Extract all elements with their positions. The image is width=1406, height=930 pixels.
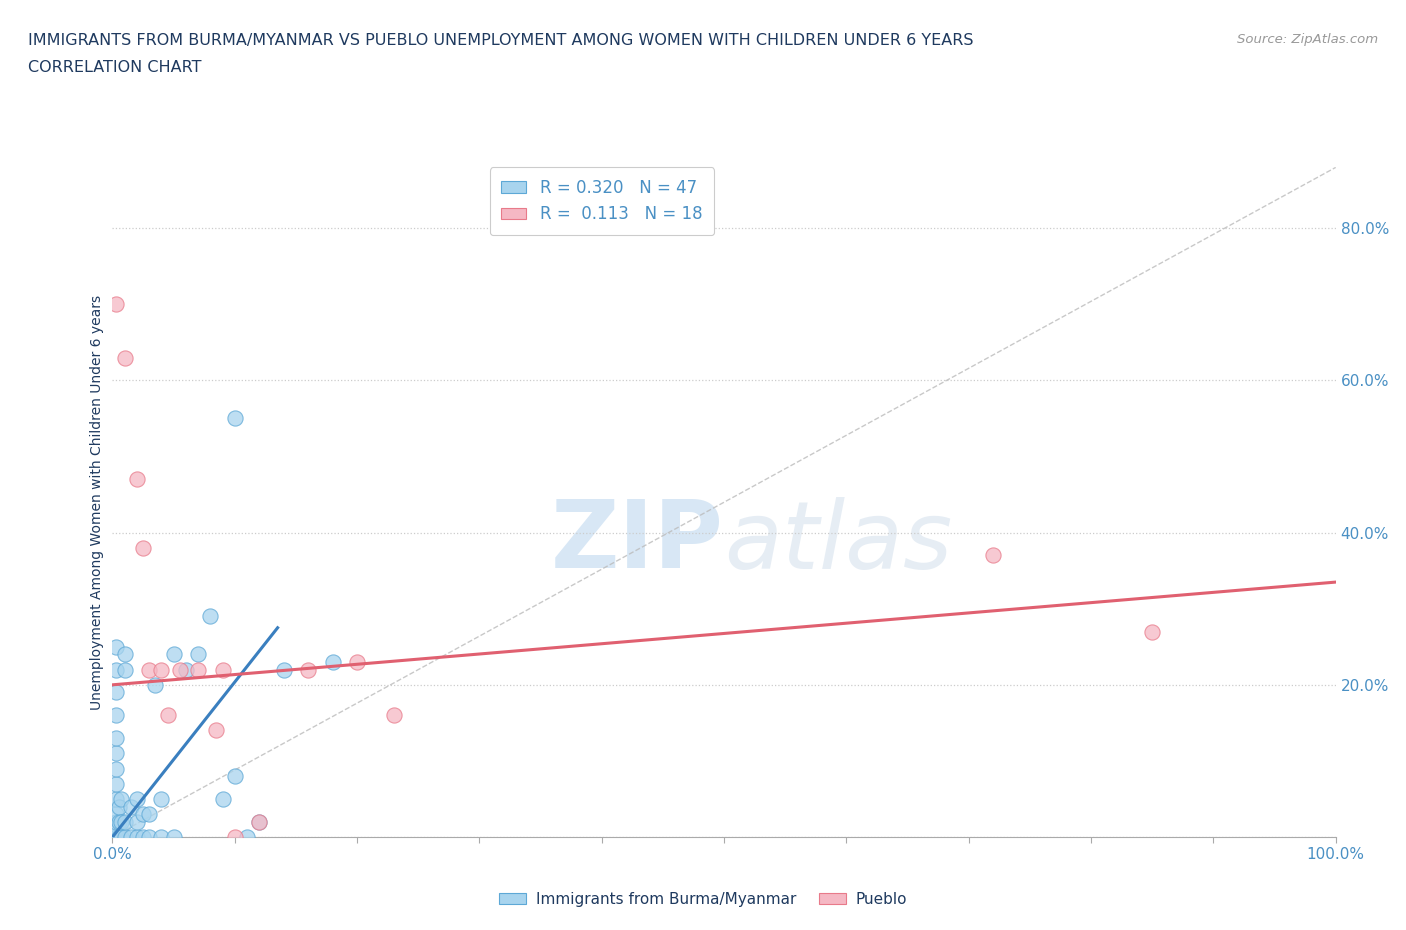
Point (105, 662, 128, 677)
Point (107, 799, 129, 814)
Point (120, 830, 142, 844)
Point (105, 639, 128, 654)
Point (150, 791, 173, 806)
Point (382, 708, 405, 723)
Point (1142, 624, 1164, 639)
Point (163, 647, 186, 662)
Point (143, 677, 166, 692)
Point (107, 815, 129, 830)
Point (156, 708, 179, 723)
Point (105, 806, 128, 821)
Point (105, 761, 128, 776)
Point (110, 830, 132, 844)
Legend: Immigrants from Burma/Myanmar, Pueblo: Immigrants from Burma/Myanmar, Pueblo (494, 886, 912, 913)
Point (346, 655, 368, 670)
Point (187, 662, 209, 677)
Point (114, 662, 136, 677)
Point (110, 815, 132, 830)
Point (114, 830, 136, 844)
Text: ZIP: ZIP (551, 497, 724, 589)
Point (114, 815, 136, 830)
Point (211, 791, 233, 806)
Point (125, 472, 148, 486)
Point (110, 791, 132, 806)
Point (187, 647, 209, 662)
Point (200, 609, 222, 624)
Point (224, 411, 246, 426)
Point (105, 297, 128, 312)
Point (114, 647, 136, 662)
Point (120, 799, 142, 814)
Point (132, 830, 155, 844)
Point (105, 685, 128, 700)
Point (107, 830, 129, 844)
Point (125, 815, 148, 830)
Point (105, 708, 128, 723)
Point (247, 815, 270, 830)
Point (163, 830, 186, 844)
Point (174, 662, 197, 677)
Text: Source: ZipAtlas.com: Source: ZipAtlas.com (1237, 33, 1378, 46)
Point (205, 723, 228, 737)
Point (105, 830, 128, 844)
Point (322, 655, 344, 670)
Point (224, 769, 246, 784)
Point (297, 662, 319, 677)
Point (125, 830, 148, 844)
Point (105, 791, 128, 806)
Legend: R = 0.320   N = 47, R =  0.113   N = 18: R = 0.320 N = 47, R = 0.113 N = 18 (489, 167, 714, 235)
Point (132, 540, 155, 555)
Point (273, 662, 295, 677)
Point (138, 830, 160, 844)
Point (247, 815, 270, 830)
Point (105, 731, 128, 746)
Point (236, 830, 259, 844)
Point (138, 806, 160, 821)
Point (105, 777, 128, 791)
Text: CORRELATION CHART: CORRELATION CHART (28, 60, 201, 75)
Point (105, 815, 128, 830)
Text: IMMIGRANTS FROM BURMA/MYANMAR VS PUEBLO UNEMPLOYMENT AMONG WOMEN WITH CHILDREN U: IMMIGRANTS FROM BURMA/MYANMAR VS PUEBLO … (28, 33, 973, 47)
Point (132, 806, 155, 821)
Y-axis label: Unemployment Among Women with Children Under 6 years: Unemployment Among Women with Children U… (90, 295, 104, 710)
Point (114, 351, 136, 365)
Point (125, 791, 148, 806)
Point (105, 746, 128, 761)
Point (211, 662, 233, 677)
Point (981, 548, 1004, 563)
Point (169, 662, 191, 677)
Point (224, 830, 246, 844)
Point (105, 822, 128, 837)
Point (150, 830, 173, 844)
Point (150, 662, 173, 677)
Point (138, 662, 160, 677)
Text: atlas: atlas (724, 497, 952, 588)
